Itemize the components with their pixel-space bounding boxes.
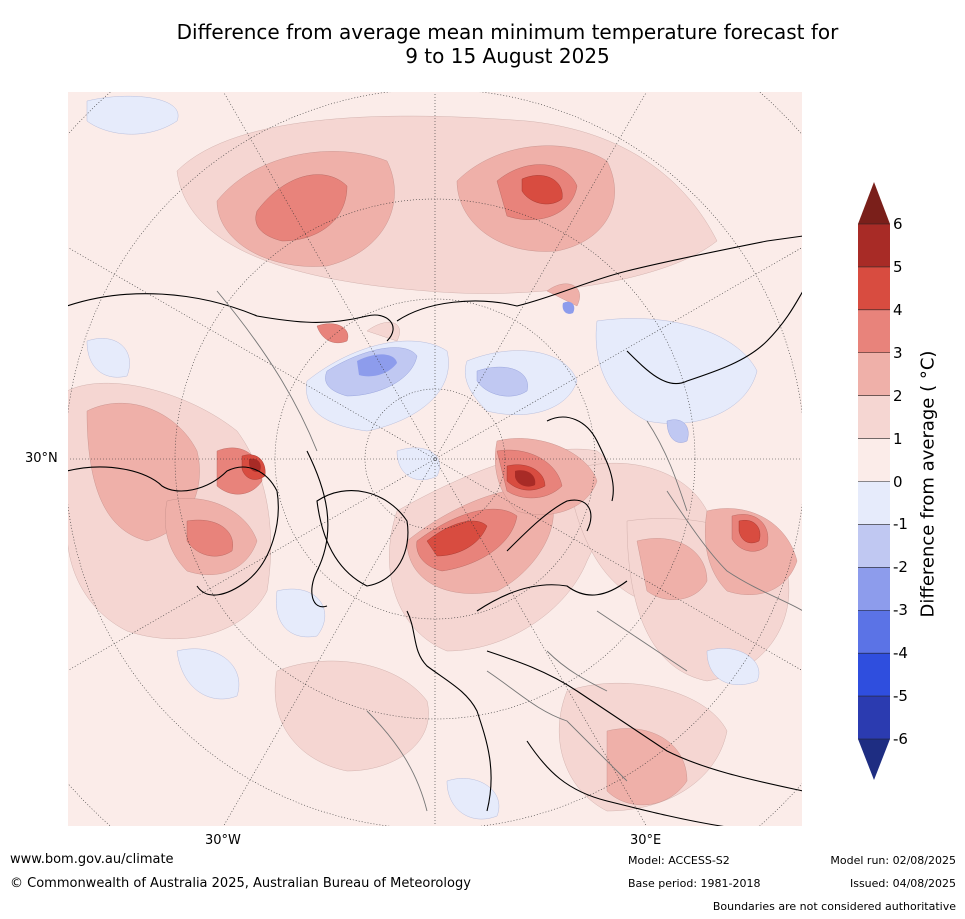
colorbar-tick-label: -4 (893, 644, 908, 663)
colorbar-tick-label: -1 (893, 515, 908, 534)
colorbar-band-0to1 (858, 438, 890, 482)
colorbar-band-m1to0 (858, 481, 890, 525)
colorbar-band-1to2 (858, 395, 890, 439)
colorbar-band-2to3 (858, 352, 890, 396)
map-graticule (67, 91, 803, 827)
footer-issued-date: Issued: 04/08/2025 (849, 877, 956, 890)
colorbar-band-5to6 (858, 224, 890, 267)
colorbar-tick-label: -2 (893, 558, 908, 577)
colorbar-band-m4tom3 (858, 610, 890, 654)
footer-model-run: Model run: 02/08/2025 (830, 854, 956, 867)
colorbar-extend-top (858, 182, 890, 224)
title-line-1: Difference from average mean minimum tem… (176, 20, 839, 44)
anomaly-contours-minus-3-to-minus-2 (357, 301, 575, 377)
colorbar-band-m3tom2 (858, 567, 890, 611)
colorbar-tick-label: -5 (893, 687, 908, 706)
temperature-anomaly-map (67, 91, 803, 827)
footer-base-period: Base period: 1981-2018 (628, 877, 761, 890)
longitude-label-30e: 30°E (630, 833, 662, 848)
colorbar-extend-bottom (858, 739, 890, 780)
longitude-label-30w: 30°W (205, 833, 241, 848)
colorbar-tick-label: 4 (893, 300, 903, 319)
colorbar-tick-label: -6 (893, 730, 908, 748)
colorbar-tick-label: 6 (893, 215, 903, 233)
footer-copyright: © Commonwealth of Australia 2025, Austra… (10, 876, 471, 891)
colorbar-svg (858, 182, 890, 780)
colorbar-tick-label: 0 (893, 472, 903, 491)
colorbar-tick-label: 2 (893, 386, 903, 405)
chart-title: Difference from average mean minimum tem… (60, 20, 955, 68)
country-borders (216, 290, 803, 812)
title-line-2: 9 to 15 August 2025 (405, 44, 610, 68)
colorbar-title: Difference from average ( °C) (917, 350, 939, 618)
map-svg (67, 91, 803, 827)
colorbar-band-4to5 (858, 266, 890, 310)
colorbar-band-m6tom5 (858, 696, 890, 739)
colorbar-tick-label: 1 (893, 429, 903, 448)
footer-website-link[interactable]: www.bom.gov.au/climate (10, 852, 174, 867)
colorbar-band-m5tom4 (858, 653, 890, 697)
colorbar-tick-label: -3 (893, 601, 908, 620)
colorbar-band-3to4 (858, 309, 890, 353)
colorbar-tick-label: 5 (893, 257, 903, 276)
colorbar (858, 182, 890, 782)
latitude-label-30n: 30°N (25, 451, 58, 466)
footer-model: Model: ACCESS-S2 (628, 854, 730, 867)
coastlines (67, 235, 803, 827)
colorbar-band-m2tom1 (858, 524, 890, 568)
colorbar-tick-label: 3 (893, 343, 903, 362)
footer-disclaimer: Boundaries are not considered authoritat… (712, 900, 956, 913)
